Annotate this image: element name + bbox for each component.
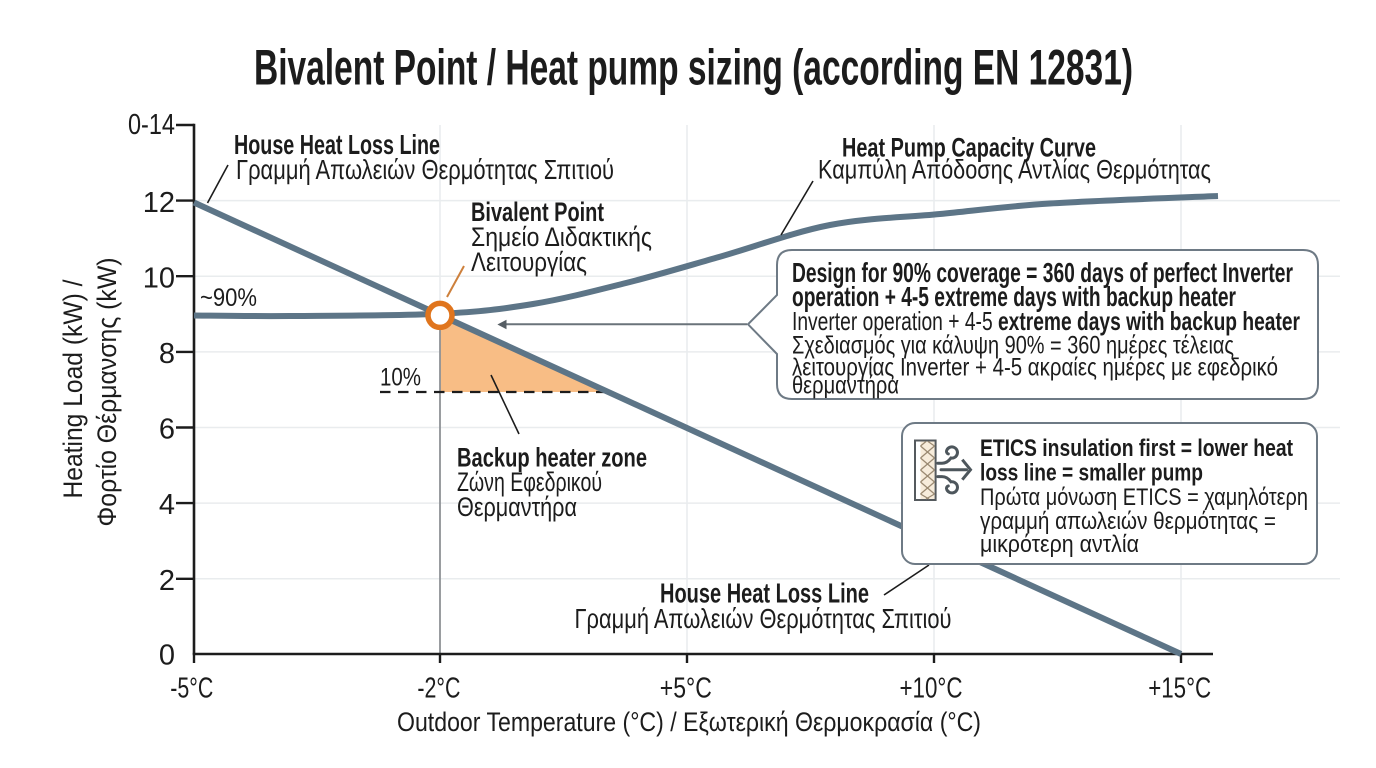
svg-text:θερμαντήρα: θερμαντήρα <box>792 372 899 400</box>
svg-text:0: 0 <box>159 640 175 672</box>
svg-text:Inverter operation + 4-5 extre: Inverter operation + 4-5 extreme days wi… <box>792 306 1300 336</box>
svg-text:2: 2 <box>159 565 175 597</box>
svg-text:Γραμμή Απωλειών Θερμότητας Σπι: Γραμμή Απωλειών Θερμότητας Σπιτιού <box>575 603 952 634</box>
svg-text:Bivalent Point: Bivalent Point <box>471 197 604 227</box>
svg-text:λειτουργίας Inverter + 4-5 ακρ: λειτουργίας Inverter + 4-5 ακραίες ημέρε… <box>792 354 1278 382</box>
svg-text:Ζώνη Εφεδρικού: Ζώνη Εφεδρικού <box>457 467 602 497</box>
svg-text:-2°C: -2°C <box>417 673 460 705</box>
svg-text:ETICS insulation first = lower: ETICS insulation first = lower heat <box>980 435 1293 462</box>
svg-text:6: 6 <box>159 414 175 446</box>
svg-text:4: 4 <box>159 489 175 521</box>
svg-text:~90%: ~90% <box>200 284 257 312</box>
svg-text:Καμπύλη Απόδοσης Αντλίας Θερμό: Καμπύλη Απόδοσης Αντλίας Θερμότητας <box>818 155 1211 185</box>
svg-text:Heating Load (kW) /: Heating Load (kW) / <box>58 279 88 498</box>
svg-text:Λειτουργίας: Λειτουργίας <box>471 247 587 277</box>
svg-text:Θερμαντήρα: Θερμαντήρα <box>457 492 577 522</box>
svg-text:γραμμή απωλειών θερμότητας =: γραμμή απωλειών θερμότητας = <box>980 508 1276 535</box>
svg-text:Πρώτα μόνωση ETICS = χαμηλότερ: Πρώτα μόνωση ETICS = χαμηλότερη <box>980 484 1308 511</box>
svg-text:μικρότερη αντλία: μικρότερη αντλία <box>980 531 1139 558</box>
svg-text:Design for 90% coverage = 360: Design for 90% coverage = 360 days of pe… <box>792 257 1293 288</box>
svg-text:operation + 4-5 extreme days w: operation + 4-5 extreme days with backup… <box>792 281 1236 312</box>
svg-text:+10°C: +10°C <box>900 673 963 705</box>
svg-text:-5°C: -5°C <box>170 673 213 705</box>
svg-text:loss line = smaller pump: loss line = smaller pump <box>980 460 1203 487</box>
svg-text:10%: 10% <box>380 364 421 392</box>
svg-text:Γραμμή Απωλειών Θερμότητας Σπι: Γραμμή Απωλειών Θερμότητας Σπιτιού <box>236 154 614 185</box>
svg-text:+5°C: +5°C <box>660 673 712 705</box>
svg-text:8: 8 <box>159 338 175 370</box>
svg-text:House Heat Loss Line: House Heat Loss Line <box>234 129 440 160</box>
svg-text:10: 10 <box>143 263 175 295</box>
svg-text:Φορτίο Θέρμανσης (kW): Φορτίο Θέρμανσης (kW) <box>92 258 122 527</box>
svg-text:Backup heater zone: Backup heater zone <box>457 443 647 473</box>
svg-text:Heat Pump Capacity Curve: Heat Pump Capacity Curve <box>842 133 1096 163</box>
svg-text:0-14: 0-14 <box>128 109 175 141</box>
svg-text:12: 12 <box>143 187 175 219</box>
svg-text:+15°C: +15°C <box>1148 673 1211 705</box>
svg-text:House Heat Loss Line: House Heat Loss Line <box>660 578 869 609</box>
svg-text:Outdoor Temperature (°C) / Εξω: Outdoor Temperature (°C) / Εξωτερική Θερ… <box>397 707 981 737</box>
svg-text:Σχεδιασμός για κάλυψη 90% = 36: Σχεδιασμός για κάλυψη 90% = 360 ημέρες τ… <box>792 332 1234 360</box>
svg-text:Bivalent Point / Heat pump siz: Bivalent Point / Heat pump sizing (accor… <box>254 40 1133 96</box>
svg-text:Σημείο Διδακτικής: Σημείο Διδακτικής <box>471 222 652 252</box>
